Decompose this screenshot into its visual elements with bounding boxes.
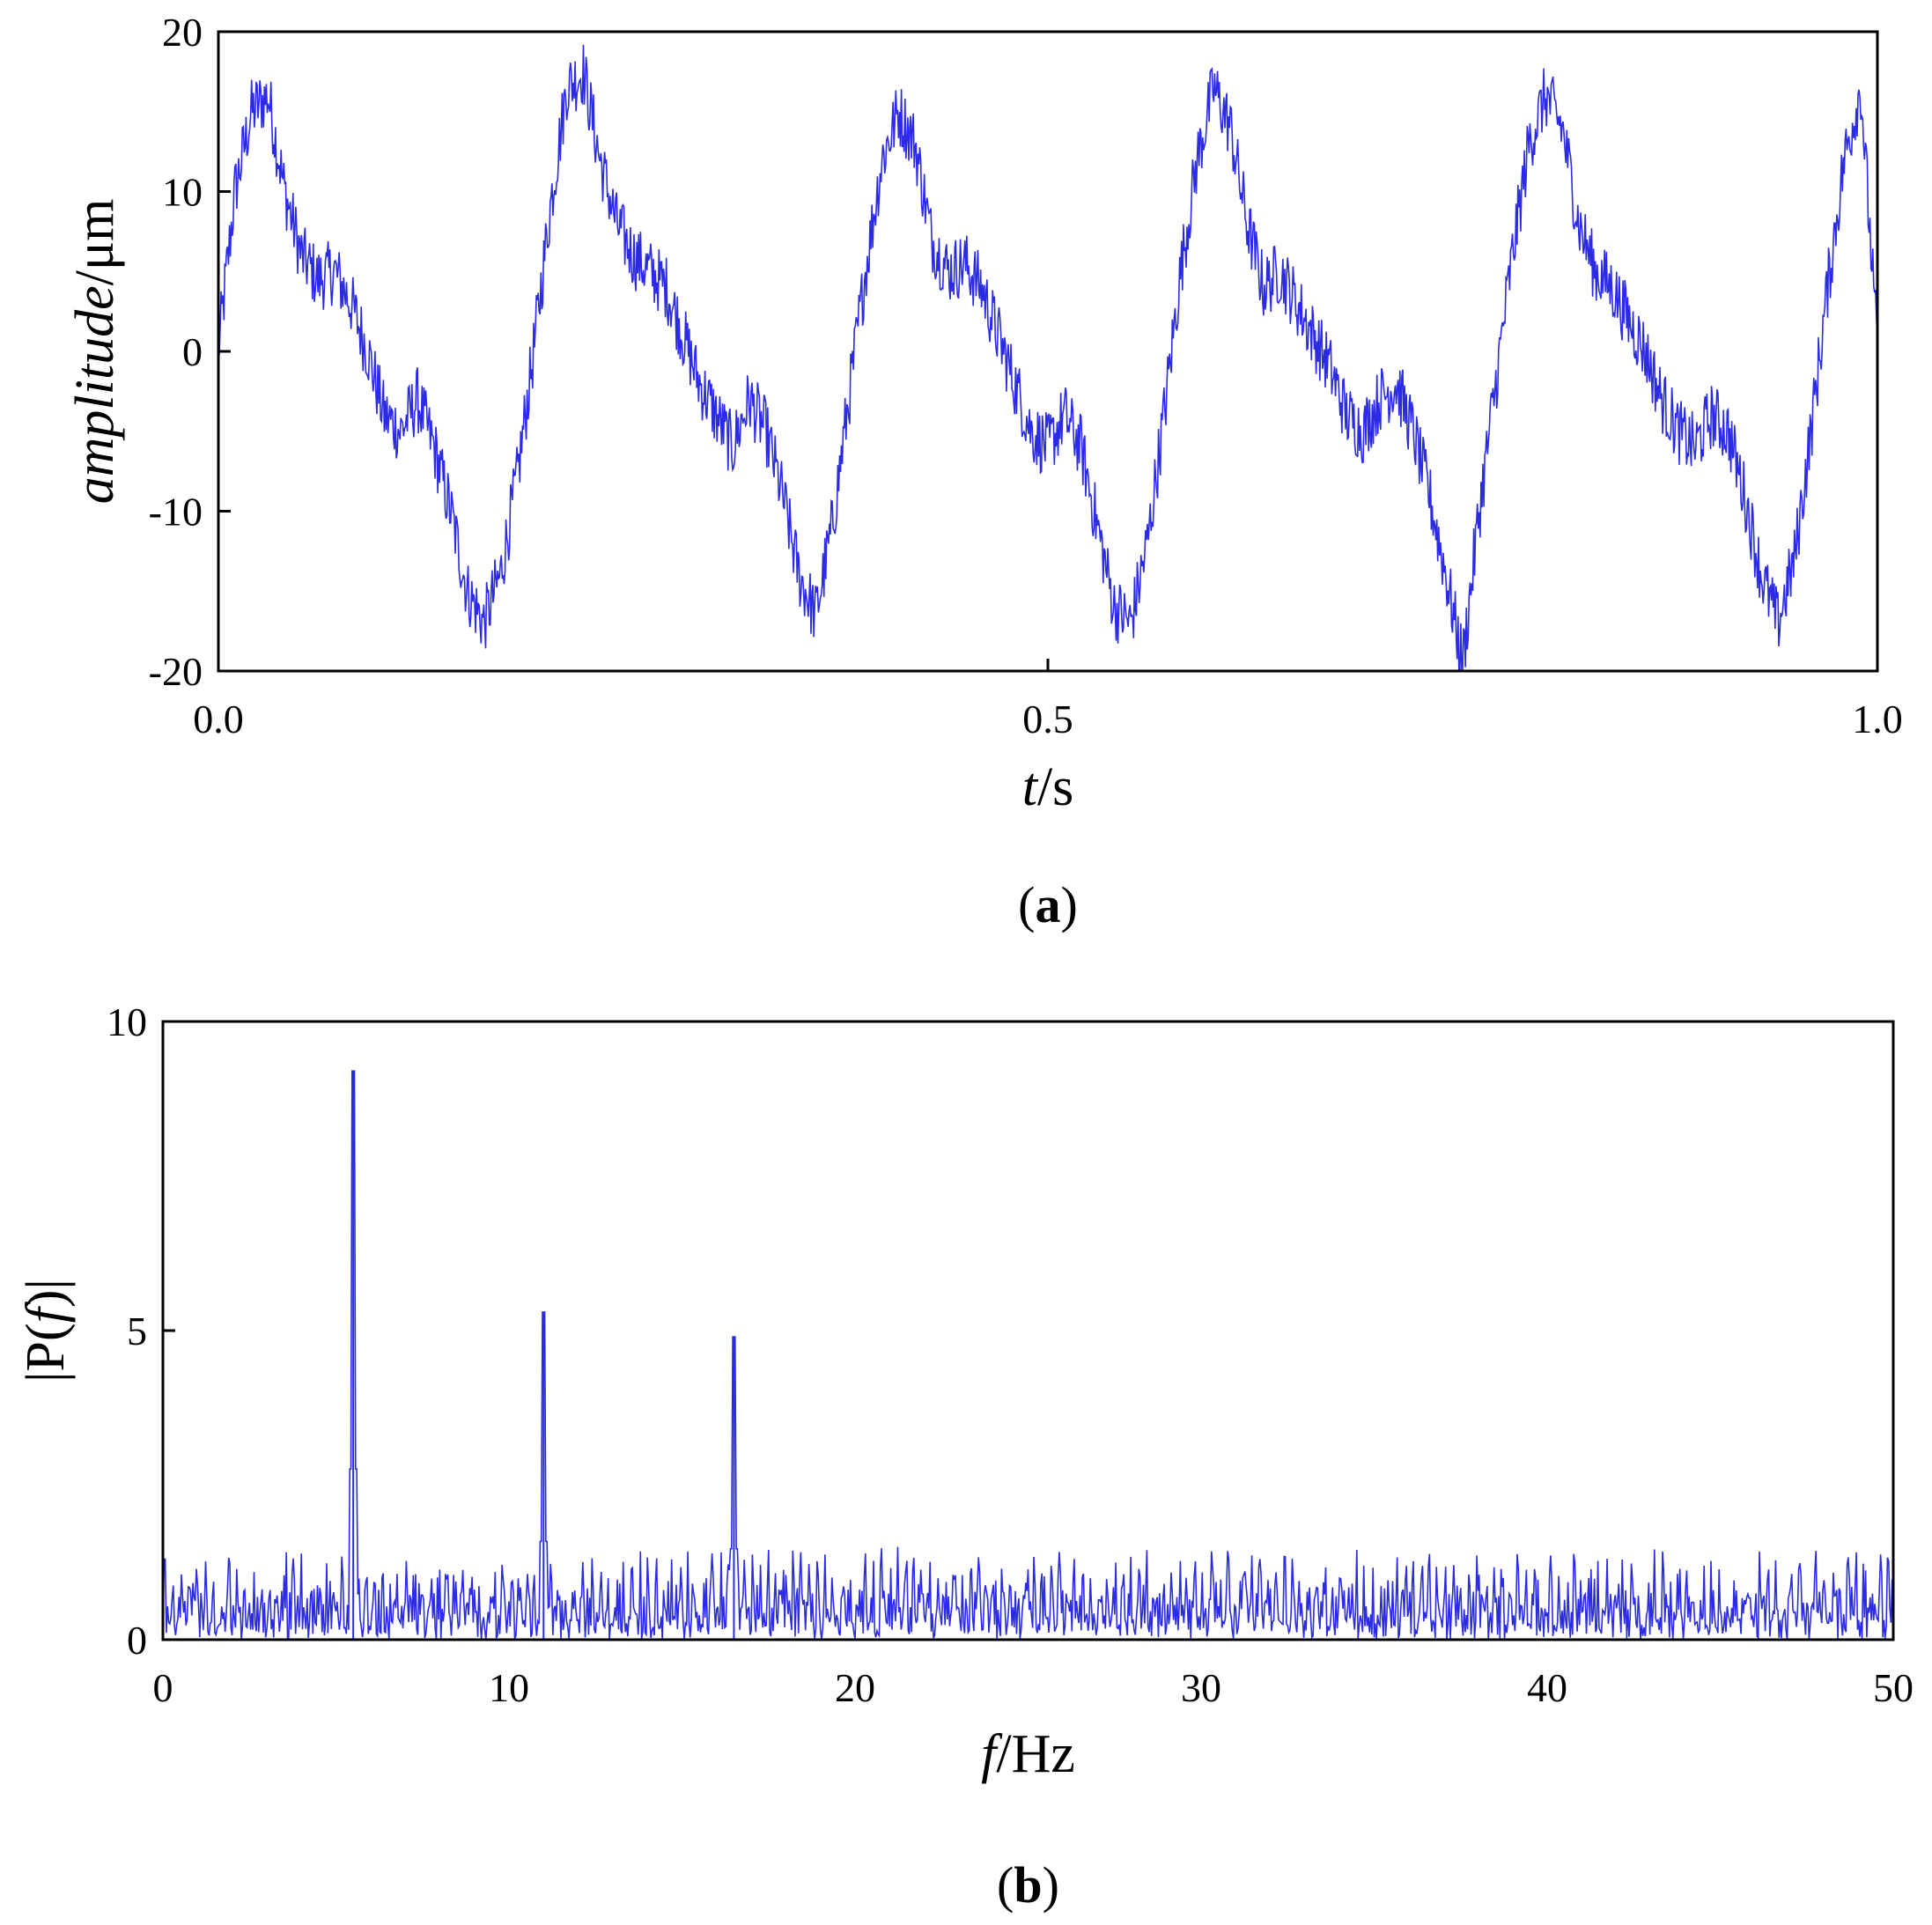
panel-a-ticks: 20 10 0 -10 -200.0 0.5 1.0 xyxy=(149,10,1903,741)
panel-b-x-tick-label-3: 30 xyxy=(1181,1665,1221,1710)
panel-b-series-group xyxy=(162,1070,1894,1641)
panel-b-x-axis-label-unit: /Hz xyxy=(996,1724,1075,1784)
panel-a-y-axis-label-unit: /μm xyxy=(65,199,125,286)
panel-b-x-axis-label: f/Hz xyxy=(981,1724,1075,1784)
panel-b-y-tick-label-1: 5 xyxy=(127,1309,147,1353)
panel-a-x-tick-label-1: 0.5 xyxy=(1022,697,1073,741)
panel-b-x-tick-label-1: 10 xyxy=(489,1665,529,1710)
panel-a-y-tick-label-2: 0 xyxy=(182,329,203,374)
panel-a-signal-line xyxy=(218,44,1878,672)
panel-b-y-axis-label: |P(f)| xyxy=(16,1279,76,1383)
panel-b-x-tick-label-0: 0 xyxy=(153,1665,173,1710)
panel-b-y-axis-label-end: )| xyxy=(16,1279,76,1308)
panel-b-x-tick-label-5: 50 xyxy=(1873,1665,1914,1710)
panel-a-x-axis-label-italic: t xyxy=(1022,757,1039,817)
panel-b-y-axis-label-text: |P( xyxy=(16,1323,76,1383)
panel-a-x-tick-label-2: 1.0 xyxy=(1852,697,1903,741)
panel-a-label: (a) xyxy=(1018,876,1078,933)
panel-b-y-tick-label-0: 10 xyxy=(107,999,147,1044)
panel-b-plot-frame xyxy=(161,1020,1895,1641)
panel-a-time-signal: 20 10 0 -10 -200.0 0.5 1.0 amplitude/μm t/s (a… xyxy=(65,10,1903,933)
panel-a-y-axis-label-italic: amplitude xyxy=(65,285,125,504)
panel-a-x-tick-label-0: 0.0 xyxy=(193,697,244,741)
panel-a-y-tick-label-1: 10 xyxy=(162,170,203,215)
panel-b-spectrum-line xyxy=(162,1070,1894,1641)
panel-a-y-axis-label: amplitude/μm xyxy=(65,199,125,505)
panel-b-label: (b) xyxy=(997,1856,1059,1914)
panel-a-y-tick-label-3: -10 xyxy=(149,490,203,535)
panel-a-y-tick-label-4: -20 xyxy=(149,649,203,694)
panel-a-x-axis-label: t/s xyxy=(1022,757,1074,817)
panel-a-series-group xyxy=(218,44,1878,672)
panel-a-x-axis-label-unit: /s xyxy=(1037,757,1073,817)
panel-b-y-tick-label-2: 0 xyxy=(127,1618,147,1663)
panel-b-x-tick-label-4: 40 xyxy=(1527,1665,1567,1710)
panel-b-x-tick-label-2: 20 xyxy=(835,1665,875,1710)
panel-a-y-tick-label-0: 20 xyxy=(162,10,203,55)
